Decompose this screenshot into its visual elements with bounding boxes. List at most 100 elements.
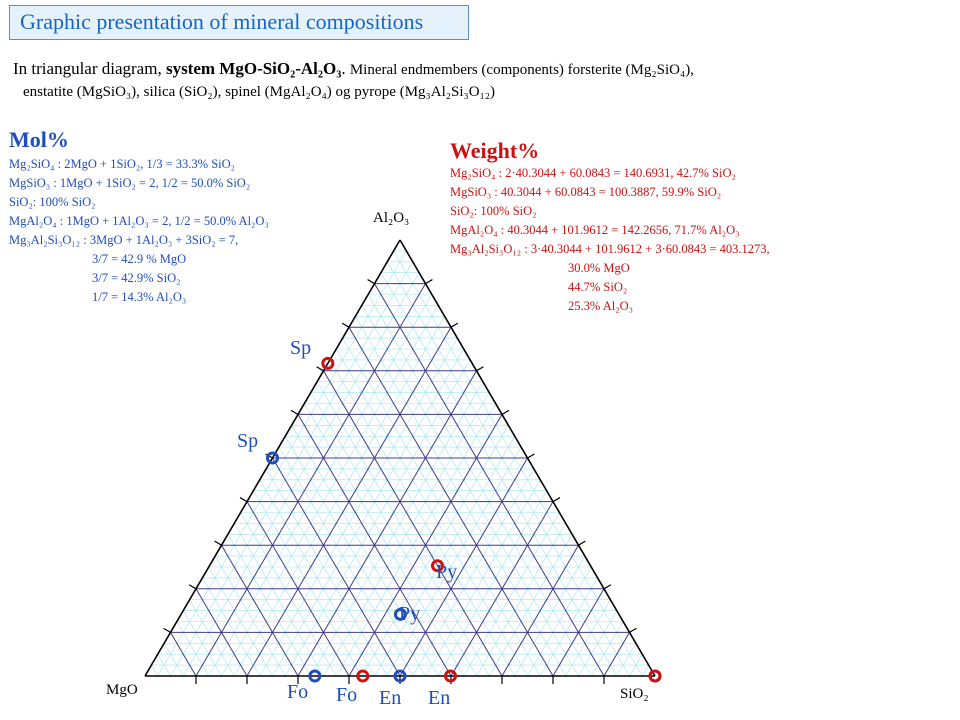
edge-tick xyxy=(214,540,222,546)
edge-tick xyxy=(188,584,197,590)
grid-line-minor xyxy=(361,425,509,677)
grid-line-minor xyxy=(514,555,586,677)
marker-fo-mol xyxy=(308,669,322,683)
grid-line-minor xyxy=(214,555,286,677)
grid-line xyxy=(501,544,579,677)
grid-line-minor xyxy=(629,654,643,677)
grid-line xyxy=(170,632,197,677)
minor-grid xyxy=(151,250,649,677)
grid-line-minor xyxy=(380,272,618,677)
edge-ticks xyxy=(163,279,637,684)
grid-line-minor xyxy=(578,610,618,677)
grid-line-minor xyxy=(233,523,324,677)
grid-line-minor xyxy=(412,468,535,677)
grid-line-minor xyxy=(208,294,433,677)
weight-line: MgSiO₃ : 40.3044 + 60.0843 = 100.3887, 5… xyxy=(450,185,722,199)
edge-tick xyxy=(552,497,561,503)
mol-line: 3/7 = 42.9% SiO₂ xyxy=(92,271,181,285)
intro-sep: . xyxy=(341,59,350,78)
edge-tick xyxy=(316,366,324,372)
edge-tick xyxy=(341,322,350,328)
marker-en-mol xyxy=(393,669,407,683)
marker-fo-weight xyxy=(356,669,370,683)
edge-tick xyxy=(290,409,299,415)
vertex-label-sio2: SiO₂ xyxy=(620,686,649,702)
intro-endmembers: Mineral endmembers (components) forsteri… xyxy=(349,62,694,78)
grid-line xyxy=(221,544,299,677)
point-label-sp-weight: Sp xyxy=(290,337,312,359)
grid-line-minor xyxy=(527,566,592,677)
grid-line-minor xyxy=(539,577,598,677)
grid-line xyxy=(450,501,554,677)
page-title: Graphic presentation of mineral composit… xyxy=(9,5,469,40)
grid-line-minor xyxy=(590,621,624,677)
point-label-en-weight: En xyxy=(428,687,451,709)
edge-tick xyxy=(425,279,433,285)
marker-py-mol xyxy=(393,607,407,621)
mineral-markers xyxy=(266,356,662,683)
weight-line: Mg₃Al₂Si₃O₁₂ : 3·40.3044 + 101.9612 + 3·… xyxy=(450,242,770,256)
grid-line-minor xyxy=(151,664,159,677)
grid-line-minor xyxy=(240,512,337,677)
weight-line: MgAl₂O₄ : 40.3044 + 101.9612 = 142.2656,… xyxy=(450,223,740,237)
grid-line-minor xyxy=(189,599,235,677)
grid-line-minor xyxy=(310,392,477,677)
weight-line: 30.0% MgO xyxy=(568,261,630,275)
intro-system: system MgO-SiO₂-Al₂O₃ xyxy=(165,59,342,78)
grid-line xyxy=(399,457,528,677)
grid-line-minor xyxy=(425,479,541,677)
marker-sp-mol xyxy=(266,451,279,465)
intro-text: In triangular diagram, system MgO-SiO₂-A… xyxy=(13,58,958,103)
grid-line-minor xyxy=(176,621,210,677)
grid-line-minor xyxy=(374,436,516,677)
grid-line-minor xyxy=(437,490,547,677)
edge-tick xyxy=(450,322,459,328)
grid-line-minor xyxy=(463,512,560,677)
grid-line xyxy=(272,457,401,677)
mol-calculations: Mg₂SiO₄ : 2MgO + 1SiO₂, 1/3 = 33.3% SiO₂… xyxy=(9,155,269,307)
grid-line-minor xyxy=(202,577,261,677)
grid-line-minor xyxy=(208,566,273,677)
marker-en-weight xyxy=(443,669,457,683)
point-label-fo-weight: Fo xyxy=(336,684,358,706)
grid-line xyxy=(297,370,477,677)
point-label-py-weight: Py xyxy=(436,561,458,583)
edge-tick xyxy=(629,627,637,633)
marker-py-weight xyxy=(430,559,444,573)
grid-line-minor xyxy=(278,446,414,677)
grid-line-minor xyxy=(157,250,407,677)
intro-prefix: In triangular diagram, xyxy=(13,59,166,78)
point-label-en-mol: En xyxy=(379,687,402,709)
intro-line-2: enstatite (MgSiO₃), silica (SiO₂), spine… xyxy=(23,84,496,100)
grid-line xyxy=(195,283,426,677)
grid-line xyxy=(374,283,605,677)
grid-line-minor xyxy=(386,446,522,677)
grid-line-minor xyxy=(641,664,649,677)
mol-line: Mg₂SiO₄ : 2MgO + 1SiO₂, 1/3 = 33.3% SiO₂ xyxy=(9,157,236,171)
grid-line xyxy=(552,588,605,677)
grid-line-minor xyxy=(355,316,567,677)
weight-line: SiO₂: 100% SiO₂ xyxy=(450,204,537,218)
grid-line xyxy=(195,588,248,677)
grid-line-minor xyxy=(227,534,312,677)
edge-tick xyxy=(239,497,248,503)
grid-line xyxy=(603,632,630,677)
grid-line-minor xyxy=(157,654,171,677)
mol-line: 1/7 = 14.3% Al₂O₃ xyxy=(92,290,187,304)
grid-line xyxy=(246,501,350,677)
mol-line: 3/7 = 42.9 % MgO xyxy=(92,252,187,266)
marker-sio2-weight xyxy=(648,669,662,683)
grid-line-minor xyxy=(393,250,643,677)
grid-line-minor xyxy=(476,523,567,677)
marker-sp-weight xyxy=(321,356,335,370)
grid-line-minor xyxy=(182,610,222,677)
grid-line-minor xyxy=(316,381,490,677)
grid-line-minor xyxy=(367,294,592,677)
point-label-fo-mol: Fo xyxy=(287,681,309,703)
edge-tick xyxy=(527,453,535,459)
grid-line-minor xyxy=(163,643,184,677)
edge-tick xyxy=(163,627,171,633)
grid-line-minor xyxy=(323,392,490,677)
grid-line-minor xyxy=(182,272,420,677)
mol-line: MgSiO₃ : 1MgO + 1SiO₂ = 2, 1/2 = 50.0% S… xyxy=(9,176,251,190)
